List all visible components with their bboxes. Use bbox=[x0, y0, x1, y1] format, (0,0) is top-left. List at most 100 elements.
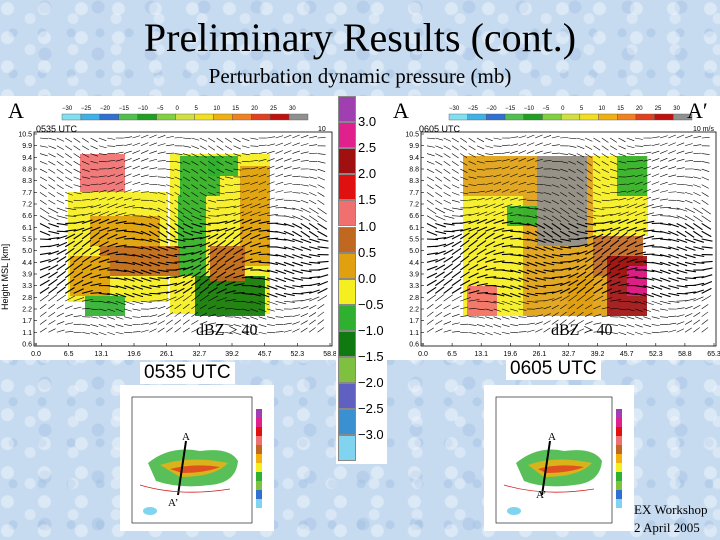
wind-vector bbox=[149, 175, 158, 178]
wind-vector bbox=[182, 207, 193, 215]
wind-vector bbox=[132, 277, 144, 283]
wind-vector bbox=[468, 153, 476, 158]
wind-vector bbox=[659, 173, 668, 178]
wind-vector bbox=[526, 158, 535, 162]
wind-vector bbox=[593, 233, 604, 240]
wind-vector bbox=[157, 246, 169, 251]
wind-vector bbox=[601, 331, 610, 334]
wind-vector bbox=[199, 286, 209, 294]
colorbar-label: 0.5 bbox=[358, 244, 377, 260]
wind-vector bbox=[224, 331, 233, 335]
y-tick-label: 9.4 bbox=[22, 155, 32, 162]
wind-vector bbox=[166, 296, 177, 302]
dbz-scale-tick: 30 bbox=[673, 106, 680, 112]
wind-vector bbox=[250, 242, 261, 248]
wind-vector bbox=[426, 199, 434, 205]
wind-vector bbox=[107, 211, 118, 216]
wind-vector bbox=[166, 289, 177, 294]
wind-vector bbox=[551, 282, 563, 287]
wind-vector bbox=[81, 212, 93, 216]
wind-vector bbox=[635, 300, 646, 305]
colorbar-swatch bbox=[338, 122, 356, 149]
x-tick-label: 6.5 bbox=[64, 351, 74, 358]
wind-vector bbox=[668, 300, 680, 303]
dbz-scale-tick: 0 bbox=[561, 106, 565, 112]
wind-vector bbox=[81, 247, 92, 255]
wind-vector bbox=[300, 254, 312, 259]
wind-vector bbox=[73, 232, 84, 240]
wind-vector bbox=[701, 207, 711, 215]
right-start-label: A bbox=[393, 98, 409, 123]
wind-vector bbox=[39, 294, 50, 302]
dbz-scale-tick: −25 bbox=[468, 106, 479, 112]
wind-vector bbox=[651, 316, 660, 319]
colorbar-swatch bbox=[338, 174, 356, 201]
wind-vector bbox=[56, 176, 64, 182]
wind-vector bbox=[56, 168, 64, 174]
wind-vector bbox=[39, 252, 51, 256]
wind-vector bbox=[283, 329, 292, 333]
right-vector-ref: 10 m/s bbox=[693, 126, 715, 133]
wind-vector bbox=[258, 235, 270, 240]
colorbar-label: −0.5 bbox=[358, 296, 384, 312]
map-colorbar-swatch bbox=[256, 409, 262, 418]
wind-vector bbox=[468, 219, 480, 224]
wind-vector bbox=[140, 315, 149, 317]
wind-vector bbox=[601, 297, 613, 302]
wind-vector bbox=[568, 168, 576, 173]
wind-vector bbox=[317, 161, 326, 164]
wind-vector bbox=[283, 150, 292, 154]
wind-vector bbox=[543, 269, 555, 273]
wind-vector bbox=[98, 316, 107, 320]
wind-vector bbox=[451, 331, 460, 333]
wind-vector bbox=[166, 238, 177, 243]
wind-vector bbox=[317, 153, 326, 155]
wind-vector bbox=[258, 196, 267, 201]
wind-vector bbox=[124, 158, 132, 162]
wind-vector bbox=[551, 168, 560, 171]
wind-vector bbox=[493, 285, 505, 288]
wind-vector bbox=[90, 218, 101, 224]
wind-vector bbox=[216, 227, 228, 232]
dbz-scale-swatch bbox=[448, 113, 468, 121]
wind-vector bbox=[56, 207, 68, 212]
wind-vector bbox=[56, 222, 68, 226]
wind-vector bbox=[98, 218, 110, 224]
wind-vector bbox=[618, 316, 627, 319]
pressure-region bbox=[85, 296, 125, 316]
wind-vector bbox=[309, 276, 321, 279]
wind-vector bbox=[701, 215, 711, 223]
wind-vector bbox=[98, 211, 110, 216]
wind-vector bbox=[510, 173, 518, 178]
wind-vector bbox=[676, 158, 685, 162]
wind-vector bbox=[132, 238, 144, 241]
wind-vector bbox=[634, 196, 643, 201]
wind-vector bbox=[643, 269, 655, 273]
wind-vector bbox=[568, 184, 576, 190]
dbz-scale-swatch bbox=[175, 113, 195, 121]
wind-vector bbox=[250, 308, 258, 312]
wind-vector bbox=[659, 190, 668, 193]
wind-vector bbox=[191, 250, 202, 256]
wind-vector bbox=[292, 285, 304, 288]
wind-vector bbox=[132, 300, 144, 305]
colorbar-swatch bbox=[338, 409, 356, 436]
wind-vector bbox=[584, 294, 595, 302]
wind-vector bbox=[250, 181, 258, 185]
wind-vector bbox=[56, 153, 64, 159]
wind-vector bbox=[493, 189, 502, 193]
wind-vector bbox=[283, 134, 292, 139]
wind-vector bbox=[64, 240, 75, 248]
wind-vector bbox=[676, 192, 685, 194]
wind-vector bbox=[56, 256, 67, 263]
wind-vector bbox=[174, 176, 183, 181]
wind-vector bbox=[149, 207, 160, 212]
wind-vector bbox=[518, 173, 527, 178]
wind-vector bbox=[551, 253, 563, 258]
dbz-scale-tick: 5 bbox=[194, 106, 198, 112]
wind-vector bbox=[684, 215, 695, 222]
y-tick-label: 9.4 bbox=[409, 155, 419, 162]
wind-vector bbox=[224, 212, 236, 216]
wind-vector bbox=[535, 192, 544, 194]
wind-vector bbox=[485, 249, 496, 256]
